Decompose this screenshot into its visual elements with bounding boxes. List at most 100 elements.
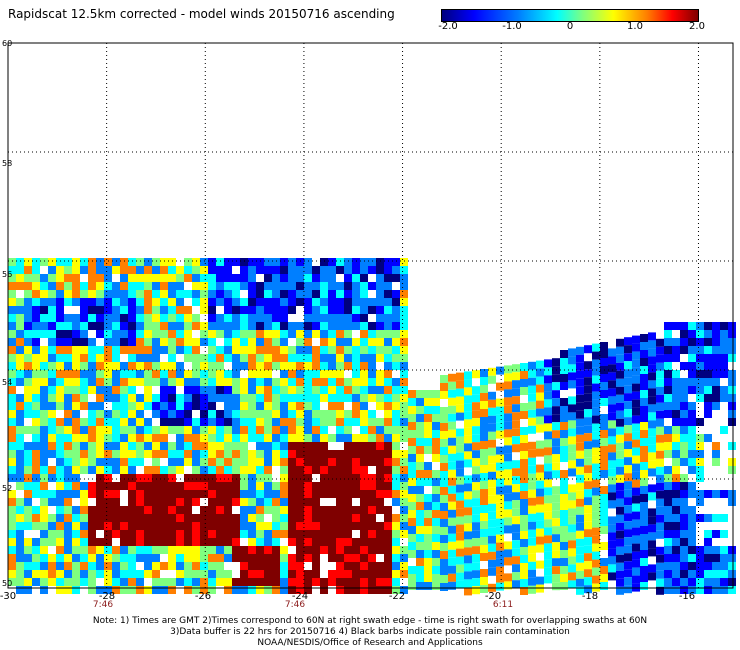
wind-cell xyxy=(368,362,376,370)
wind-cell xyxy=(232,482,240,490)
wind-cell xyxy=(456,492,464,501)
wind-cell xyxy=(632,559,640,568)
wind-cell xyxy=(376,434,384,442)
wind-cell xyxy=(672,474,680,482)
wind-cell xyxy=(8,378,16,386)
wind-cell xyxy=(152,378,160,386)
wind-cell xyxy=(8,386,16,394)
wind-cell xyxy=(256,322,264,330)
wind-cell xyxy=(312,514,320,522)
wind-cell xyxy=(592,543,600,552)
wind-cell xyxy=(432,494,440,502)
wind-cell xyxy=(304,306,312,314)
wind-cell xyxy=(664,538,672,546)
wind-cell xyxy=(712,578,720,586)
wind-cell xyxy=(48,538,56,546)
wind-cell xyxy=(88,562,96,570)
wind-cell xyxy=(664,578,672,586)
wind-cell xyxy=(216,394,224,402)
lat-label-58: 58 xyxy=(2,159,13,168)
wind-cell xyxy=(472,434,480,443)
wind-cell xyxy=(560,526,568,534)
wind-cell xyxy=(312,434,320,442)
wind-cell xyxy=(384,514,392,522)
wind-cell xyxy=(632,495,640,504)
wind-cell xyxy=(688,378,696,386)
wind-cell xyxy=(152,498,160,506)
wind-cell xyxy=(256,314,264,322)
wind-cell xyxy=(248,450,256,458)
wind-cell xyxy=(520,427,528,435)
wind-cell xyxy=(624,441,632,450)
wind-cell xyxy=(312,274,320,282)
wind-cell xyxy=(712,354,720,362)
wind-cell xyxy=(448,477,456,486)
wind-cell xyxy=(168,554,176,562)
wind-cell xyxy=(512,508,520,517)
wind-cell xyxy=(136,306,144,314)
wind-cell xyxy=(408,574,416,582)
wind-cell xyxy=(576,570,584,579)
wind-cell xyxy=(40,434,48,442)
wind-cell xyxy=(72,434,80,442)
wind-cell xyxy=(344,554,352,562)
wind-cell xyxy=(616,418,624,427)
wind-cell xyxy=(104,258,112,266)
wind-cell xyxy=(624,345,632,354)
wind-cell xyxy=(48,338,56,346)
wind-cell xyxy=(16,322,24,330)
wind-cell xyxy=(360,370,368,378)
wind-cell xyxy=(72,330,80,338)
wind-cell xyxy=(328,378,336,386)
wind-cell xyxy=(208,370,216,378)
wind-cell xyxy=(376,418,384,426)
wind-cell xyxy=(16,266,24,274)
wind-cell xyxy=(208,298,216,306)
wind-cell xyxy=(184,562,192,570)
wind-cell xyxy=(704,354,712,362)
wind-cell xyxy=(640,462,648,470)
wind-cell xyxy=(16,410,24,418)
wind-cell xyxy=(32,434,40,442)
wind-cell xyxy=(560,494,568,502)
wind-cell xyxy=(584,393,592,402)
wind-cell xyxy=(568,524,576,533)
wind-cell xyxy=(272,298,280,306)
wind-cell xyxy=(152,274,160,282)
wind-cell xyxy=(424,398,432,406)
wind-cell xyxy=(456,436,464,445)
wind-cell xyxy=(416,478,424,486)
wind-cell xyxy=(56,586,64,594)
wind-cell xyxy=(368,410,376,418)
wind-cell xyxy=(688,442,696,450)
wind-cell xyxy=(280,530,288,538)
wind-cell xyxy=(192,290,200,298)
wind-cell xyxy=(336,538,344,546)
wind-cell xyxy=(584,585,592,594)
wind-cell xyxy=(312,498,320,506)
wind-cell xyxy=(216,386,224,394)
wind-cell xyxy=(56,266,64,274)
wind-cell xyxy=(544,455,552,464)
wind-cell xyxy=(520,579,528,587)
wind-cell xyxy=(392,466,400,474)
wind-cell xyxy=(264,450,272,458)
wind-cell xyxy=(256,490,264,498)
wind-cell xyxy=(304,394,312,402)
wind-cell xyxy=(296,474,304,482)
wind-cell xyxy=(424,430,432,438)
wind-cell xyxy=(616,490,624,499)
wind-cell xyxy=(248,458,256,466)
wind-cell xyxy=(496,550,504,559)
wind-cell xyxy=(224,306,232,314)
wind-cell xyxy=(568,500,576,509)
wind-cell xyxy=(704,346,712,354)
wind-cell xyxy=(88,266,96,274)
wind-cell xyxy=(240,298,248,306)
wind-cell xyxy=(400,506,408,514)
wind-cell xyxy=(464,403,472,412)
wind-cell xyxy=(280,586,288,594)
wind-cell xyxy=(224,402,232,410)
wind-cell xyxy=(296,354,304,362)
wind-cell xyxy=(728,330,736,338)
